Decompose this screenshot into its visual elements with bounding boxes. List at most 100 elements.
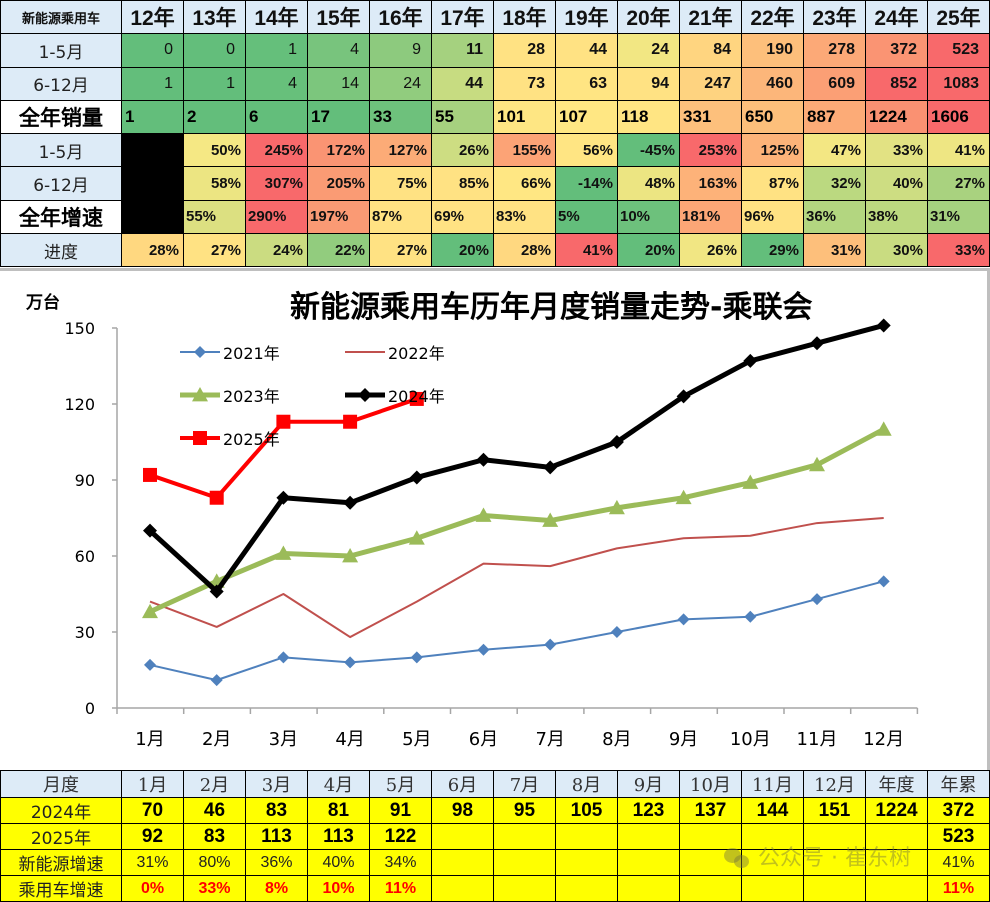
data-point — [194, 346, 206, 358]
heatmap-cell: 69% — [431, 199, 494, 235]
heatmap-cell: 245% — [245, 133, 308, 168]
year-header: 20年 — [617, 0, 680, 35]
value-cell: 113 — [307, 823, 370, 850]
year-header: 22年 — [741, 0, 804, 35]
heatmap-cell: 73 — [493, 66, 556, 101]
value-cell: 70 — [121, 797, 184, 824]
value-cell: 40% — [307, 849, 370, 876]
heatmap-cell: 290% — [245, 199, 308, 235]
month-header: 年度 — [865, 770, 928, 798]
value-cell: 31% — [121, 849, 184, 876]
heatmap-cell: 1 — [183, 66, 246, 101]
legend-label: 2023年 — [223, 387, 280, 406]
heatmap-cell: 197% — [307, 199, 370, 235]
table-row: 1-5月 0 0 1 4 9 11 28 44 24 84 190 278 372 523 — [0, 33, 990, 68]
heatmap-cell: 27% — [927, 166, 990, 201]
heatmap-cell: 523 — [927, 33, 990, 68]
monthly-sales-line-chart: 0 30 60 90 120 150 1月 2月 3月 4月 5月 6月 7月 8月 9月 10月 11月 12月… — [0, 268, 990, 770]
value-cell: 10% — [307, 875, 370, 902]
value-cell: 1224 — [865, 797, 928, 824]
y-tick-label: 30 — [75, 623, 95, 642]
value-cell — [803, 823, 866, 850]
x-tick-label: 9月 — [669, 729, 698, 750]
value-cell — [493, 875, 556, 902]
data-point — [877, 575, 890, 588]
heatmap-cell: 33% — [927, 233, 990, 268]
heatmap-cell: 205% — [307, 166, 370, 201]
value-cell: 92 — [121, 823, 184, 850]
y-tick-label: 60 — [75, 547, 95, 566]
heatmap-cell: 14 — [307, 66, 370, 101]
heatmap-cell: 172% — [307, 133, 370, 168]
heatmap-cell: 66% — [493, 166, 556, 201]
data-point — [144, 658, 156, 671]
value-cell — [555, 823, 618, 850]
table-row: 2025年 92 83 113 113 122 523 — [0, 823, 990, 850]
value-cell — [493, 823, 556, 850]
month-header: 10月 — [679, 770, 742, 798]
heatmap-cell: 155% — [493, 133, 556, 168]
x-tick-label: 4月 — [335, 729, 364, 750]
year-header: 12年 — [121, 0, 184, 35]
month-header: 4月 — [307, 770, 370, 798]
heatmap-cell: 29% — [741, 233, 804, 268]
heatmap-cell: 41% — [555, 233, 618, 268]
heatmap-cell: 27% — [183, 233, 246, 268]
heatmap-cell: 6 — [245, 99, 308, 135]
heatmap-cell: 56% — [555, 133, 618, 168]
y-tick-label: 150 — [64, 319, 95, 338]
heatmap-cell: 163% — [679, 166, 742, 201]
heatmap-cell: 278 — [803, 33, 866, 68]
month-header: 5月 — [369, 770, 432, 798]
heatmap-cell: 1083 — [927, 66, 990, 101]
heatmap-cell: 36% — [803, 199, 866, 235]
year-header: 16年 — [369, 0, 432, 35]
heatmap-cell: 609 — [803, 66, 866, 101]
table-row: 新能源增速 31% 80% 36% 40% 34% 41% — [0, 849, 990, 876]
data-point — [677, 613, 690, 626]
value-cell — [679, 823, 742, 850]
value-cell: 81 — [307, 797, 370, 824]
heatmap-cell: 30% — [865, 233, 928, 268]
heatmap-cell: 87% — [369, 199, 432, 235]
data-point — [276, 490, 291, 505]
heatmap-cell: 24 — [369, 66, 432, 101]
value-cell: 151 — [803, 797, 866, 824]
data-point — [209, 584, 224, 599]
heatmap-cell: 253% — [679, 133, 742, 168]
data-point — [409, 391, 424, 406]
data-point — [343, 414, 358, 429]
heatmap-cell: 1 — [121, 66, 184, 101]
value-cell: 144 — [741, 797, 804, 824]
heatmap-cell: 1 — [245, 33, 308, 68]
value-cell — [431, 823, 494, 850]
value-cell: 122 — [369, 823, 432, 850]
heatmap-cell: 33% — [865, 133, 928, 168]
data-point — [342, 548, 359, 563]
data-point — [608, 499, 625, 515]
heatmap-cell: 9 — [369, 33, 432, 68]
heatmap-cell: 94 — [617, 66, 680, 101]
data-point — [193, 431, 207, 445]
heatmap-cell: 1606 — [927, 99, 990, 135]
table-row: 6-12月 1 1 4 14 24 44 73 63 94 247 460 609 852 1083 — [0, 66, 990, 101]
value-cell — [803, 849, 866, 876]
row-label: 6-12月 — [0, 166, 122, 201]
heatmap-cell: 22% — [307, 233, 370, 268]
month-header: 12月 — [803, 770, 866, 798]
value-cell — [555, 875, 618, 902]
heatmap-cell: 118 — [617, 99, 680, 135]
heatmap-cell: 372 — [865, 33, 928, 68]
x-tick-label: 2月 — [202, 729, 231, 750]
value-cell: 0% — [121, 875, 184, 902]
row-label: 全年增速 — [0, 199, 122, 235]
series-line-2023年 — [148, 427, 885, 615]
value-cell: 80% — [183, 849, 246, 876]
series-line-2022年 — [149, 517, 884, 639]
heatmap-cell: 28% — [121, 233, 184, 268]
data-point — [744, 610, 757, 623]
data-point — [609, 435, 624, 449]
value-cell — [493, 849, 556, 876]
heatmap-cell: 307% — [245, 166, 308, 201]
heatmap-cell: 127% — [369, 133, 432, 168]
